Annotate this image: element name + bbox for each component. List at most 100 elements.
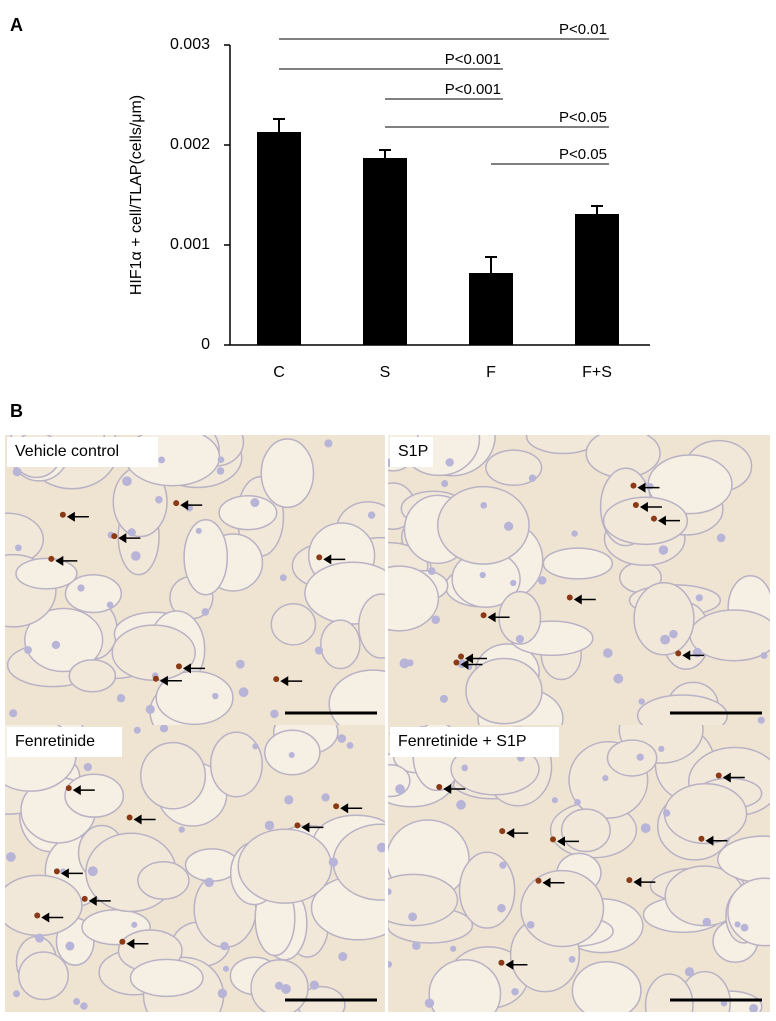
arrow-head bbox=[60, 868, 69, 879]
nucleus bbox=[503, 521, 514, 531]
nucleus bbox=[647, 483, 654, 490]
nucleus bbox=[155, 495, 163, 504]
alveolus bbox=[571, 961, 642, 1012]
significance-label: P<0.05 bbox=[559, 146, 607, 163]
positive-cell bbox=[715, 772, 722, 779]
positive-cell bbox=[549, 836, 556, 843]
nucleus bbox=[684, 967, 695, 977]
alveolus bbox=[663, 783, 748, 845]
nucleus bbox=[760, 652, 768, 659]
alveolus bbox=[260, 438, 315, 509]
arrow-head bbox=[88, 895, 97, 906]
nucleus bbox=[158, 456, 166, 464]
positive-cell bbox=[316, 554, 323, 561]
x-tick-label: C bbox=[273, 364, 285, 381]
nucleus bbox=[515, 634, 525, 644]
nucleus bbox=[87, 866, 98, 877]
positive-cell bbox=[175, 663, 182, 670]
arrow-head bbox=[460, 659, 469, 670]
positive-cell bbox=[436, 784, 443, 791]
nucleus bbox=[734, 921, 741, 928]
arrow-head bbox=[487, 612, 496, 623]
arrow-head bbox=[301, 822, 310, 833]
alveolus bbox=[320, 619, 361, 670]
positive-cell bbox=[111, 533, 118, 540]
nucleus bbox=[636, 753, 644, 761]
micrograph-title: Vehicle control bbox=[15, 443, 119, 460]
alveolus bbox=[209, 731, 263, 798]
nucleus bbox=[9, 709, 18, 718]
nucleus bbox=[551, 797, 558, 804]
nucleus bbox=[201, 608, 210, 616]
nucleus bbox=[288, 751, 295, 759]
y-axis-label: HIF1α + cell/TLAP(cells/μm) bbox=[128, 95, 145, 295]
arrow-head bbox=[66, 511, 75, 522]
nucleus bbox=[450, 945, 457, 952]
nucleus bbox=[602, 775, 609, 782]
title-box bbox=[390, 727, 559, 757]
nucleus bbox=[133, 726, 141, 734]
nucleus bbox=[106, 601, 114, 609]
positive-cell bbox=[273, 676, 280, 683]
nucleus bbox=[346, 741, 354, 749]
positive-cell bbox=[453, 659, 460, 666]
nucleus bbox=[14, 544, 22, 552]
arrow-head bbox=[682, 650, 691, 661]
nucleus bbox=[740, 923, 749, 932]
nucleus bbox=[116, 694, 126, 703]
arrow-head bbox=[505, 959, 514, 970]
nucleus bbox=[145, 704, 155, 714]
nucleus bbox=[250, 498, 260, 507]
arrow-head bbox=[506, 828, 515, 839]
alveolus bbox=[542, 547, 614, 580]
nucleus bbox=[238, 687, 249, 698]
alveolus bbox=[140, 741, 207, 810]
alveolus bbox=[24, 607, 104, 673]
tissue bbox=[388, 435, 770, 725]
alveolus bbox=[5, 874, 83, 937]
nucleus bbox=[270, 709, 279, 719]
nucleus bbox=[669, 629, 678, 639]
micrograph-title: S1P bbox=[398, 443, 428, 460]
nucleus bbox=[662, 809, 671, 817]
micrograph-title: Fenretinide + S1P bbox=[398, 733, 527, 750]
alveolus bbox=[560, 808, 611, 853]
nucleus bbox=[510, 579, 517, 587]
nucleus bbox=[441, 479, 449, 488]
nucleus bbox=[528, 474, 537, 482]
arrow-head bbox=[465, 653, 474, 664]
alveolus bbox=[358, 593, 385, 659]
alveolus bbox=[602, 496, 689, 546]
alveolus bbox=[388, 873, 459, 927]
nucleus bbox=[479, 571, 486, 579]
arrow-head bbox=[639, 502, 648, 513]
alveolus bbox=[633, 581, 695, 656]
bar bbox=[469, 273, 513, 345]
nucleus bbox=[367, 511, 376, 519]
nucleus bbox=[195, 527, 202, 534]
alveolus bbox=[458, 851, 516, 929]
arrow-head bbox=[542, 877, 551, 888]
nucleus bbox=[324, 439, 333, 448]
arrow-head bbox=[705, 835, 714, 846]
nucleus bbox=[281, 984, 291, 994]
nucleus bbox=[131, 921, 138, 928]
nucleus bbox=[431, 615, 441, 625]
alveolus bbox=[388, 565, 440, 632]
nucleus bbox=[603, 648, 613, 658]
positive-cell bbox=[630, 482, 637, 489]
alveolus bbox=[111, 624, 196, 681]
y-tick-label: 0.003 bbox=[170, 36, 210, 53]
arrow-head bbox=[182, 663, 191, 674]
positive-cell bbox=[34, 912, 41, 919]
nucleus bbox=[122, 476, 132, 487]
nucleus bbox=[571, 530, 578, 537]
nucleus bbox=[388, 961, 393, 968]
arrow-head bbox=[55, 555, 64, 566]
nucleus bbox=[178, 826, 185, 833]
nucleus bbox=[279, 574, 287, 582]
nucleus bbox=[275, 981, 284, 990]
nucleus bbox=[427, 567, 436, 575]
alveolus bbox=[606, 739, 658, 777]
alveolus bbox=[436, 485, 530, 565]
